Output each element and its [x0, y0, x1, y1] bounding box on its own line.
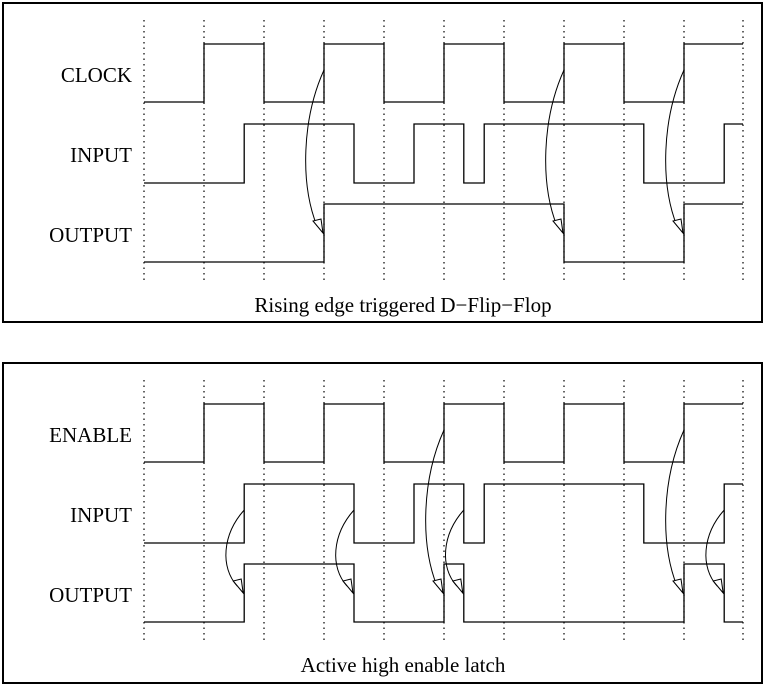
signal-label-output: OUTPUT [49, 223, 132, 247]
arrow-head [672, 578, 684, 595]
waveform-input [144, 123, 743, 184]
dff-caption: Rising edge triggered D−Flip−Flop [254, 293, 551, 317]
signal-label-clock: CLOCK [61, 63, 132, 87]
signal-label-input: INPUT [70, 503, 132, 527]
arrow-head [232, 578, 244, 595]
causal-arrow [665, 429, 685, 587]
arrow-head [672, 218, 684, 235]
causal-arrow [425, 429, 445, 587]
arrow-head [342, 578, 354, 595]
latch-panel-frame [2, 362, 763, 684]
signal-label-enable: ENABLE [49, 423, 132, 447]
signal-label-input: INPUT [70, 143, 132, 167]
arrow-head [552, 218, 564, 235]
arrow-head [451, 578, 464, 595]
waveform-clock [144, 43, 743, 103]
causal-arrow [545, 69, 565, 227]
arrow-head [432, 578, 444, 595]
causal-arrow [335, 509, 355, 587]
latch-caption: Active high enable latch [301, 653, 506, 677]
waveform-output [144, 203, 743, 263]
waveform-enable [144, 403, 743, 463]
causal-arrow [705, 509, 725, 587]
dff-panel-frame [2, 2, 763, 323]
arrow-head [712, 578, 724, 595]
waveform-input [144, 483, 743, 544]
causal-arrow [225, 509, 245, 587]
latch-panel: ENABLE INPUT OUTPUT Active high enable l… [2, 362, 763, 684]
waveform-output [144, 563, 743, 623]
causal-arrow [665, 69, 685, 227]
dff-panel: CLOCK INPUT OUTPUT Rising edge triggered… [2, 2, 763, 323]
causal-arrow [445, 509, 465, 587]
causal-arrow [305, 69, 325, 227]
arrow-head [312, 218, 324, 235]
signal-label-output: OUTPUT [49, 583, 132, 607]
